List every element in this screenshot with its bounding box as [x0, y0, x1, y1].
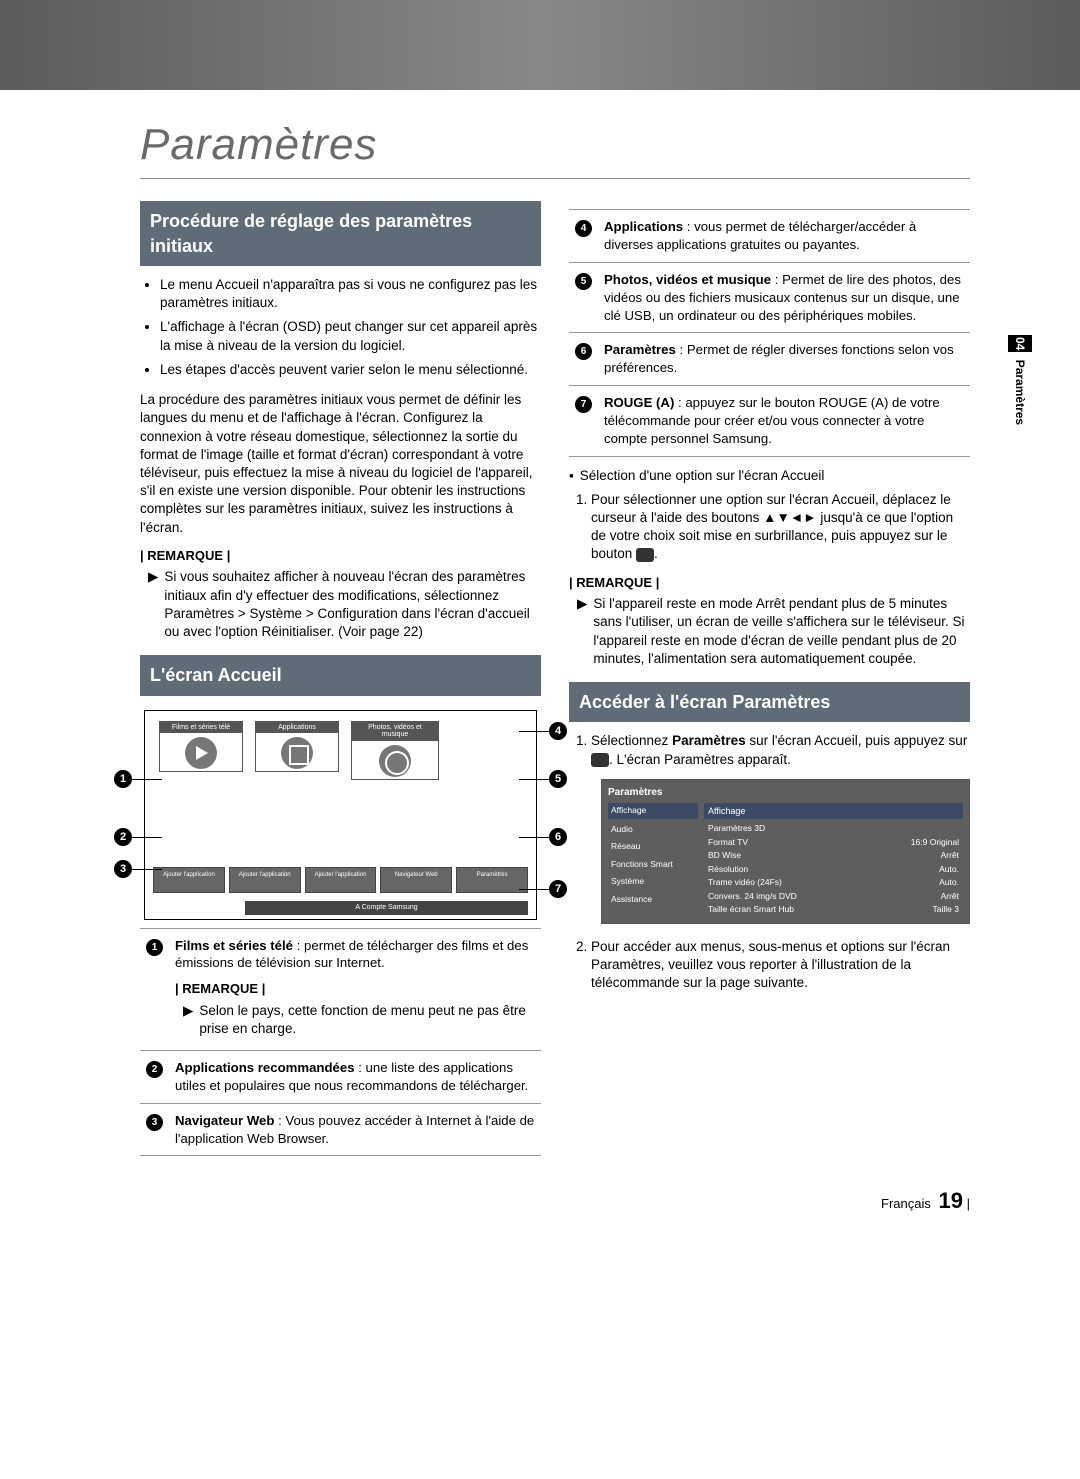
feature-title: Applications [604, 219, 683, 234]
step-item: Pour accéder aux menus, sous-menus et op… [591, 938, 970, 993]
settings-title: Paramètres [608, 786, 963, 800]
note-text: Si l'appareil reste en mode Arrêt pendan… [593, 595, 970, 668]
settings-menu-item: Système [608, 874, 698, 889]
feature-title: ROUGE (A) [604, 395, 674, 410]
callout-7: 7 [549, 880, 567, 898]
mini-tile-settings: Paramètres [456, 867, 528, 893]
step-item: Sélectionnez Paramètres sur l'écran Accu… [591, 732, 970, 923]
note-text: Selon le pays, cette fonction de menu pe… [199, 1002, 535, 1038]
settings-menu-item: Fonctions Smart [608, 857, 698, 872]
chapter-number-tab: 04 [1008, 335, 1032, 352]
step-item: Pour sélectionner une option sur l'écran… [591, 491, 970, 564]
table-row: 2 Applications recommandées : une liste … [140, 1051, 541, 1104]
chapter-side-tab: 04 Paramètres [1008, 335, 1032, 425]
left-features-table: 1 Films et séries télé : permet de téléc… [140, 928, 541, 1157]
callout-3: 3 [114, 860, 132, 878]
settings-menu-item: Réseau [608, 839, 698, 854]
section-access-settings: Accéder à l'écran Paramètres [569, 682, 970, 722]
samsung-account-bar: A Compte Samsung [245, 901, 528, 914]
mini-tile: Ajouter l'application [305, 867, 377, 893]
enter-button-icon [591, 753, 609, 767]
chapter-side-text: Paramètres [1013, 360, 1027, 425]
page-footer: Français 19 | [140, 1186, 970, 1216]
note-arrow-icon: ▶ [577, 595, 587, 668]
feature-number: 4 [575, 220, 592, 237]
feature-number: 7 [575, 396, 592, 413]
feature-number: 2 [146, 1061, 163, 1078]
settings-panel-title: Affichage [704, 803, 963, 819]
left-column: Procédure de réglage des paramètres init… [140, 201, 541, 1156]
feature-number: 6 [575, 343, 592, 360]
top-decorative-band [0, 0, 1080, 90]
settings-menu-item: Assistance [608, 892, 698, 907]
feature-number: 1 [146, 939, 163, 956]
table-row: 1 Films et séries télé : permet de téléc… [140, 928, 541, 1051]
note-label: | REMARQUE | [140, 547, 541, 565]
section-initial-settings: Procédure de réglage des paramètres init… [140, 201, 541, 266]
bullet-item: Le menu Accueil n'apparaîtra pas si vous… [160, 276, 541, 312]
square-bullet-icon: ▪ [569, 467, 574, 485]
home-screen-diagram: Films et séries télé Applications Photos… [144, 710, 537, 920]
settings-menu-item: Affichage [608, 803, 698, 818]
feature-title: Navigateur Web [175, 1113, 274, 1128]
mini-tile: Ajouter l'application [229, 867, 301, 893]
feature-number: 5 [575, 273, 592, 290]
bullet-item: L'affichage à l'écran (OSD) peut changer… [160, 318, 541, 354]
callout-4: 4 [549, 722, 567, 740]
tile-label: Photos, vidéos et musique [352, 722, 438, 741]
settings-screen-illustration: Paramètres Affichage Audio Réseau Foncti… [601, 779, 970, 924]
bullet-item: Les étapes d'accès peuvent varier selon … [160, 361, 541, 379]
mini-tile: Ajouter l'application [153, 867, 225, 893]
right-features-table: 4 Applications : vous permet de téléchar… [569, 209, 970, 456]
step-text: Pour accéder aux menus, sous-menus et op… [591, 939, 950, 990]
access-steps: Sélectionnez Paramètres sur l'écran Accu… [591, 732, 970, 992]
initial-settings-bullets: Le menu Accueil n'apparaîtra pas si vous… [160, 276, 541, 379]
right-column: 4 Applications : vous permet de téléchar… [569, 201, 970, 1156]
play-icon [185, 737, 217, 769]
mini-tile-browser: Navigateur Web [380, 867, 452, 893]
table-row: 7 ROUGE (A) : appuyez sur le bouton ROUG… [569, 386, 970, 456]
feature-title: Films et séries télé [175, 938, 293, 953]
applications-icon [281, 737, 313, 769]
callout-6: 6 [549, 828, 567, 846]
tile-label: Films et séries télé [160, 722, 242, 734]
table-row: 4 Applications : vous permet de téléchar… [569, 210, 970, 263]
section-home-screen: L'écran Accueil [140, 655, 541, 695]
note-text: Si vous souhaitez afficher à nouveau l'é… [164, 568, 541, 641]
settings-panel: Affichage Paramètres 3D Format TV16:9 Or… [704, 803, 963, 916]
table-row: 3 Navigateur Web : Vous pouvez accéder à… [140, 1103, 541, 1156]
note-arrow-icon: ▶ [148, 568, 158, 641]
note-label: | REMARQUE | [175, 980, 535, 998]
table-row: 5 Photos, vidéos et musique : Permet de … [569, 263, 970, 333]
settings-menu-item: Audio [608, 822, 698, 837]
settings-menu: Affichage Audio Réseau Fonctions Smart S… [608, 803, 698, 916]
callout-1: 1 [114, 770, 132, 788]
selection-heading: Sélection d'une option sur l'écran Accue… [580, 467, 825, 485]
note-arrow-icon: ▶ [183, 1002, 193, 1038]
feature-number: 3 [146, 1114, 163, 1131]
feature-title: Applications recommandées [175, 1060, 355, 1075]
feature-title: Paramètres [604, 342, 676, 357]
chapter-title: Paramètres [140, 115, 970, 179]
callout-2: 2 [114, 828, 132, 846]
feature-title: Photos, vidéos et musique [604, 272, 771, 287]
photos-icon [379, 745, 411, 777]
enter-button-icon [636, 548, 654, 562]
tile-label: Applications [256, 722, 338, 734]
selection-steps: Pour sélectionner une option sur l'écran… [591, 491, 970, 564]
footer-page-number: 19 [939, 1188, 963, 1213]
table-row: 6 Paramètres : Permet de régler diverses… [569, 333, 970, 386]
note-label: | REMARQUE | [569, 574, 970, 592]
callout-5: 5 [549, 770, 567, 788]
footer-language: Français [881, 1196, 931, 1211]
initial-settings-paragraph: La procédure des paramètres initiaux vou… [140, 391, 541, 537]
